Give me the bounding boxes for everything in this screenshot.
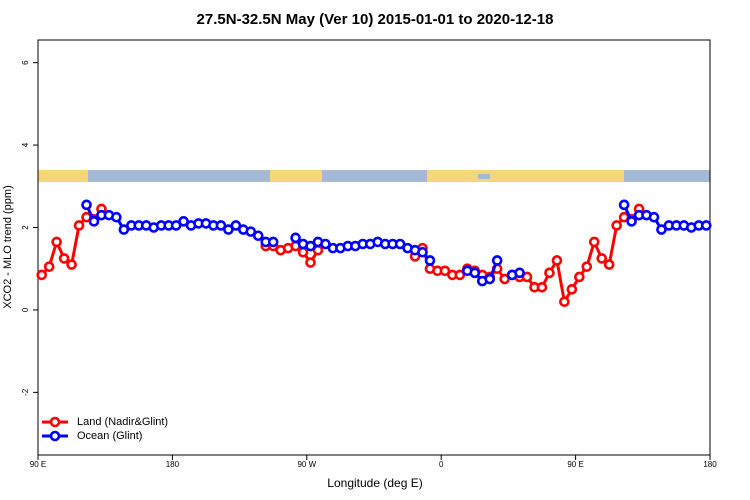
point [170,220,182,231]
point [566,284,578,295]
legend-marker [49,416,61,428]
point [559,296,570,307]
y-axis-label: XCO2 - MLO trend (ppm) [2,185,14,308]
point [514,267,525,279]
x-tick-label: 0 [439,460,444,469]
point [88,216,100,227]
point [588,236,600,248]
point [417,246,428,258]
point [656,224,667,235]
y-tick-label: 2 [21,225,30,230]
point [499,273,510,285]
x-axis-label: Longitude (deg E) [327,476,422,490]
point [574,271,585,283]
point [43,261,55,272]
point [596,253,608,264]
point [58,253,70,264]
point [484,273,496,285]
plot-frame [37,39,711,456]
point [267,236,279,248]
x-tick-label: 90 E [30,460,46,469]
point [51,236,62,248]
point [297,246,309,258]
y-tick-label: 4 [21,142,30,147]
chart-title: 27.5N-32.5N May (Ver 10) 2015-01-01 to 2… [197,11,554,28]
y-tick-label: -2 [21,388,30,396]
point [581,261,593,272]
point [491,255,503,266]
point [439,265,451,277]
point [320,238,331,250]
point [544,267,555,279]
point [454,269,466,281]
point [618,199,630,211]
point [305,240,316,252]
point [290,232,301,244]
y-tick-label: 0 [21,307,30,312]
point [424,255,436,266]
point [700,220,712,231]
point [603,259,615,270]
point [394,238,406,250]
legend-label: Ocean (Glint) [77,430,142,442]
point [230,220,242,231]
point [178,216,189,227]
point [252,230,264,242]
point [36,269,48,281]
point [111,211,122,223]
point [223,224,234,235]
x-tick-label: 180 [703,460,717,469]
x-tick-label: 90 E [567,460,583,469]
point [611,220,622,231]
legend-label: Land (Nadir&Glint) [77,416,168,428]
point [245,226,257,237]
point [536,281,548,293]
point [626,216,637,227]
point [648,211,660,223]
point [305,257,316,268]
point [118,224,130,235]
x-tick-label: 180 [166,460,180,469]
y-tick-label: 6 [21,60,30,65]
point [521,271,533,283]
point [66,259,77,270]
legend-marker [49,430,61,442]
point [551,255,563,266]
point [81,199,92,211]
point [469,267,481,279]
point [215,220,227,231]
point [73,220,85,231]
land-ocean-strip [38,170,710,182]
x-tick-label: 90 W [297,460,316,469]
